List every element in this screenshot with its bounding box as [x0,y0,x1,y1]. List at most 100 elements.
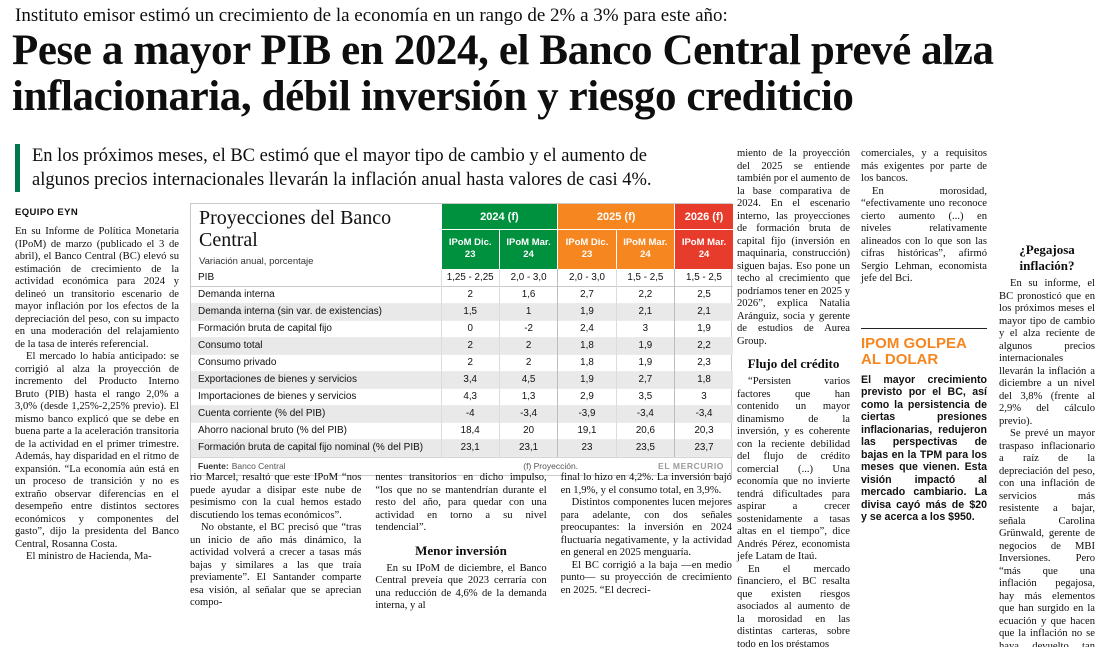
cell: 2,7 [557,286,617,304]
paragraph: rio Marcel, resaltó que este IPoM “nos p… [190,472,362,521]
highlight-box: IPOM GOLPEA AL DOLAR El mayor crecimient… [861,327,987,524]
section-heading-flujo-del-credito: Flujo del crédito [747,356,840,371]
cell: 2,1 [615,303,675,321]
cell: 1,8 [557,354,617,372]
row-label: Demanda interna (sin var. de existencias… [198,306,382,318]
column-header: IPoM Mar. 24 [674,229,733,270]
cell: 23,1 [440,439,500,457]
table-source: Fuente: Banco Central [198,461,286,471]
body-column-6: comerciales, y a requisitos más exigente… [861,148,987,524]
cell: 4,5 [498,371,558,389]
paragraph: En morosidad, “efectivamente uno reconoc… [861,185,987,285]
year-group-2026: 2026 (f) [674,204,733,230]
table-footer: Fuente: Banco Central (f) Proyección. EL … [191,456,731,475]
cell: 2,2 [615,286,675,304]
paragraph: nentes transitorios en dicho impulso, “l… [375,472,547,533]
body-column-1: En su Informe de Política Monetaria (IPo… [15,226,179,564]
table-row: Formación bruta de capital fijo nominal … [191,439,733,457]
row-label: Demanda interna [198,289,275,301]
cell: -3,9 [557,405,617,423]
table-title-cell: Proyecciones del Banco Central Variación… [191,204,441,270]
cell: 1 [498,303,558,321]
cell: 18,4 [440,422,500,440]
cell: 1,8 [674,371,733,389]
cell: 19,1 [557,422,617,440]
body-column-3: nentes transitorios en dicho impulso, “l… [375,472,546,613]
body-column-4: final lo hizo en 4,2%. La inversión bajó… [561,472,732,613]
cell: 4,3 [440,388,500,406]
cell: 1,5 [440,303,500,321]
cell: 23,7 [674,439,733,457]
cell: 1,8 [557,337,617,355]
cell: 20,6 [615,422,675,440]
paragraph: El ministro de Hacienda, Ma- [26,551,152,562]
cell: 20,3 [674,422,733,440]
ipom-header-row: IPoM Dic. 23 IPoM Mar. 24 IPoM Dic. 23 I… [191,229,733,270]
body-column-7: ¿Pegajosa inflación? En su informe, el B… [999,234,1095,647]
cell: 3 [615,320,675,338]
row-label: Exportaciones de bienes y servicios [198,374,357,386]
table-row: Cuenta corriente (% del PIB) -4 -3,4 -3,… [191,405,733,423]
year-group-2024: 2024 (f) [440,204,558,230]
cell: 1,9 [557,303,617,321]
row-label: Formación bruta de capital fijo nominal … [198,442,424,454]
below-table-columns: rio Marcel, resaltó que este IPoM “nos p… [190,472,732,613]
row-label: Formación bruta de capital fijo [198,323,332,335]
row-label: Consumo privado [198,357,277,369]
cell: 0 [440,320,500,338]
row-label: Cuenta corriente (% del PIB) [198,408,326,420]
year-group-2025: 2025 (f) [557,204,675,230]
cell: 1,6 [498,286,558,304]
column-header: IPoM Dic. 23 [557,229,617,270]
cell: 2 [498,337,558,355]
cell: 1,9 [674,320,733,338]
paragraph: No obstante, el BC precisó que “tras un … [190,522,362,608]
table-row: Ahorro nacional bruto (% del PIB) 18,4 2… [191,422,733,440]
table-subtitle: Variación anual, porcentaje [199,256,314,268]
row-label: Ahorro nacional bruto (% del PIB) [198,425,347,437]
cell: 2,2 [674,337,733,355]
section-heading-pegajosa-inflacion: ¿Pegajosa inflación? [1019,242,1075,273]
cell: 23,1 [498,439,558,457]
column-header: IPoM Dic. 23 [440,229,500,270]
table-row: Formación bruta de capital fijo 0 -2 2,4… [191,320,733,338]
paragraph: En su IPoM de diciembre, el Banco Centra… [375,562,547,612]
section-heading-menor-inversion: Menor inversión [415,542,507,558]
cell: 1,5 - 2,5 [674,269,733,287]
table-row: Importaciones de bienes y servicios 4,3 … [191,388,733,406]
paragraph: Distintos componentes lucen mejores para… [560,497,732,558]
cell: 3 [674,388,733,406]
cell: 23,5 [615,439,675,457]
projections-table: Proyecciones del Banco Central Variación… [190,203,733,476]
body-column-5: miento de la proyección del 2025 se enti… [737,148,850,647]
column-header: IPoM Mar. 24 [498,229,558,270]
cell: 2 [440,286,500,304]
cell: -3,4 [498,405,558,423]
cell: 1,5 - 2,5 [615,269,675,287]
column-header: IPoM Mar. 24 [615,229,675,270]
cell: 1,3 [498,388,558,406]
kicker: Instituto emisor estimó un crecimiento d… [15,5,728,26]
cell: 2,4 [557,320,617,338]
cell: 2,7 [615,371,675,389]
subhead: En los próximos meses, el BC estimó que … [15,144,685,193]
cell: -2 [498,320,558,338]
row-label: Importaciones de bienes y servicios [198,391,357,403]
cell: 1,9 [557,371,617,389]
paragraph: final lo hizo en 4,2%. La inversión bajó… [560,472,732,496]
cell: 1,9 [615,337,675,355]
paragraph: miento de la proyección del 2025 se enti… [737,148,850,347]
paragraph: comerciales, y a requisitos más exigente… [861,148,987,184]
row-label: PIB [198,271,215,283]
table-row: Demanda interna 2 1,6 2,7 2,2 2,5 [191,286,733,304]
table-title: Proyecciones del Banco Central [199,207,392,251]
cell: 1,9 [615,354,675,372]
cell: 2,0 - 3,0 [498,269,558,287]
headline: Pese a mayor PIB en 2024, el Banco Centr… [12,27,994,120]
cell: 2 [440,337,500,355]
cell: 2 [498,354,558,372]
body-column-2: rio Marcel, resaltó que este IPoM “nos p… [190,472,361,613]
table-row: Consumo total 2 2 1,8 1,9 2,2 [191,337,733,355]
paragraph: Se prevé un mayor traspaso inflacionario… [999,428,1095,647]
highlight-box-title: IPOM GOLPEA AL DOLAR [861,334,967,368]
